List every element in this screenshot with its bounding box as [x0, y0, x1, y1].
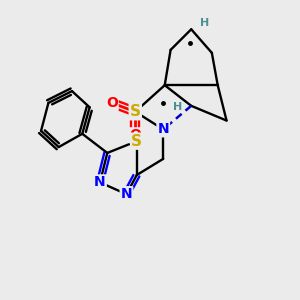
Text: O: O [129, 128, 141, 142]
Text: O: O [106, 96, 118, 110]
Text: H: H [173, 102, 183, 112]
Text: S: S [131, 134, 142, 149]
Text: N: N [158, 122, 169, 136]
Text: N: N [94, 176, 106, 189]
Text: H: H [200, 18, 209, 28]
Text: S: S [130, 104, 141, 119]
Text: N: N [121, 187, 132, 201]
